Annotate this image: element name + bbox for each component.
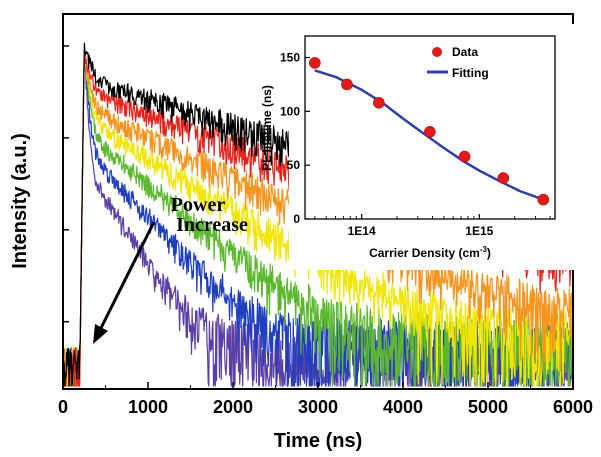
- annotation-line-2: Increase: [176, 214, 248, 236]
- data-point: [373, 96, 385, 109]
- annotation-line-1: Power: [171, 194, 226, 216]
- main-x-tick-label: 2000: [213, 397, 253, 417]
- inset-chart: 1E14 1E15 0 50 100 150 Carrier Density (cm-3…: [260, 24, 574, 270]
- main-x-tick-label: 6000: [553, 397, 593, 417]
- inset-background: [289, 24, 574, 270]
- main-x-axis-label: Time (ns): [274, 430, 363, 452]
- data-point: [341, 78, 353, 91]
- inset-y-tick-label: 50: [287, 158, 301, 172]
- inset-y-tick-label: 0: [293, 212, 300, 226]
- data-point: [309, 57, 321, 69]
- main-chart: 0 1000 2000 3000 4000 5000 6000 Time (ns) Inte…: [9, 13, 593, 452]
- main-x-tick-label: 3000: [298, 397, 338, 417]
- legend-fitting-label: Fitting: [452, 66, 489, 80]
- main-x-tick-label: 5000: [468, 397, 508, 417]
- main-x-tick-label: 4000: [383, 397, 423, 417]
- inset-x-tick-label: 1E14: [348, 224, 376, 238]
- inset-y-tick-label: 100: [280, 104, 300, 118]
- power-increase-arrow: [93, 221, 156, 344]
- data-point: [424, 126, 436, 138]
- inset-x-tick-label: 1E15: [465, 224, 493, 238]
- main-y-axis-label: Intensity (a.u.): [9, 133, 31, 269]
- inset-y-tick-label: 150: [280, 51, 300, 65]
- main-x-tick-label: 0: [58, 397, 68, 417]
- legend-data-label: Data: [452, 45, 478, 59]
- inset-y-ticks: 0 50 100 150: [280, 51, 310, 226]
- inset-y-axis-label: PL lifetime (ns): [260, 85, 274, 171]
- legend-data-marker: [432, 47, 442, 57]
- main-x-ticks: 0 1000 2000 3000 4000 5000 6000: [58, 382, 593, 417]
- main-y-ticks: [63, 45, 69, 323]
- main-x-tick-label: 1000: [128, 397, 168, 417]
- data-point: [458, 150, 471, 163]
- data-point: [537, 193, 550, 206]
- inset-legend: Data Fitting: [427, 45, 489, 80]
- inset-data-points: [309, 57, 550, 206]
- inset-x-ticks: 1E14 1E15: [314, 214, 551, 238]
- data-point: [497, 172, 510, 184]
- inset-x-axis-label: Carrier Density (cm-3): [369, 245, 491, 260]
- inset-plot-frame: [304, 35, 556, 220]
